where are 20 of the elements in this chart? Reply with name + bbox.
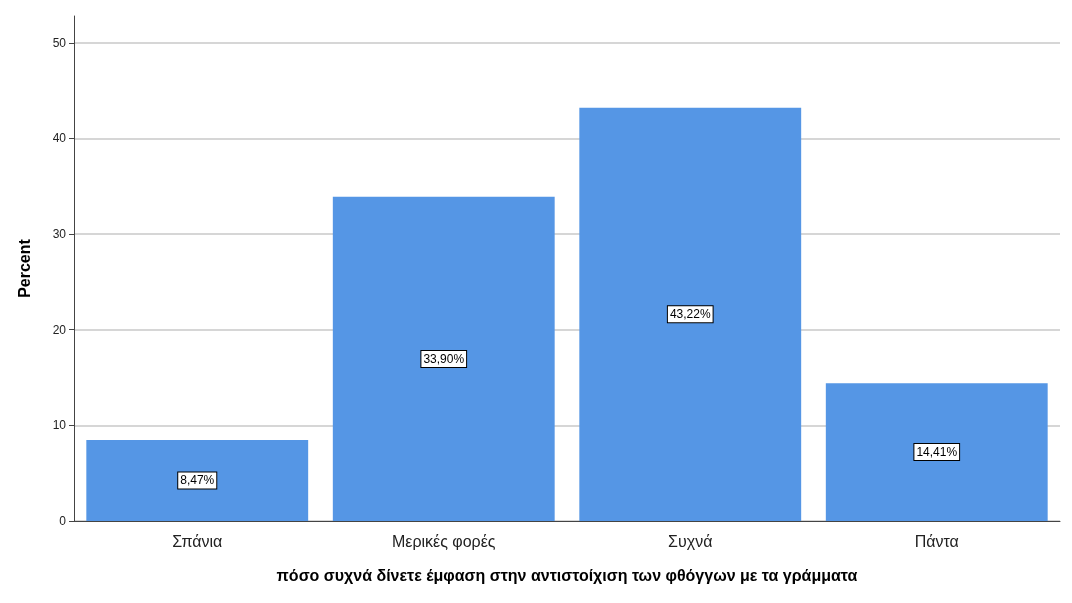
y-tick-label: 20 bbox=[52, 322, 67, 337]
bar bbox=[332, 196, 555, 521]
y-tick-label: 40 bbox=[52, 131, 67, 146]
x-tick-label: Σπάνια bbox=[172, 532, 223, 550]
x-tick-label: Πάντα bbox=[914, 532, 959, 550]
y-tick-label: 30 bbox=[52, 227, 67, 242]
x-tick-label: Μερικές φορές bbox=[391, 532, 496, 550]
x-tick-label: Συχνά bbox=[668, 532, 713, 550]
y-tick-label: 0 bbox=[59, 514, 67, 528]
data-label: 43,22% bbox=[669, 307, 711, 322]
data-label: 33,90% bbox=[423, 351, 465, 366]
y-tick-label: 50 bbox=[52, 35, 67, 50]
x-axis-title: πόσο συχνά δίνετε έμφαση στην αντιστοίχιση των φθόγγων με τα γράμματα bbox=[276, 566, 858, 584]
data-label: 14,41% bbox=[916, 445, 958, 460]
data-label: 8,47% bbox=[180, 473, 215, 488]
y-tick-label: 10 bbox=[52, 418, 67, 433]
bar bbox=[86, 439, 309, 521]
bar bbox=[825, 383, 1048, 521]
y-axis-title: Percent bbox=[15, 238, 33, 298]
bar bbox=[579, 107, 802, 521]
